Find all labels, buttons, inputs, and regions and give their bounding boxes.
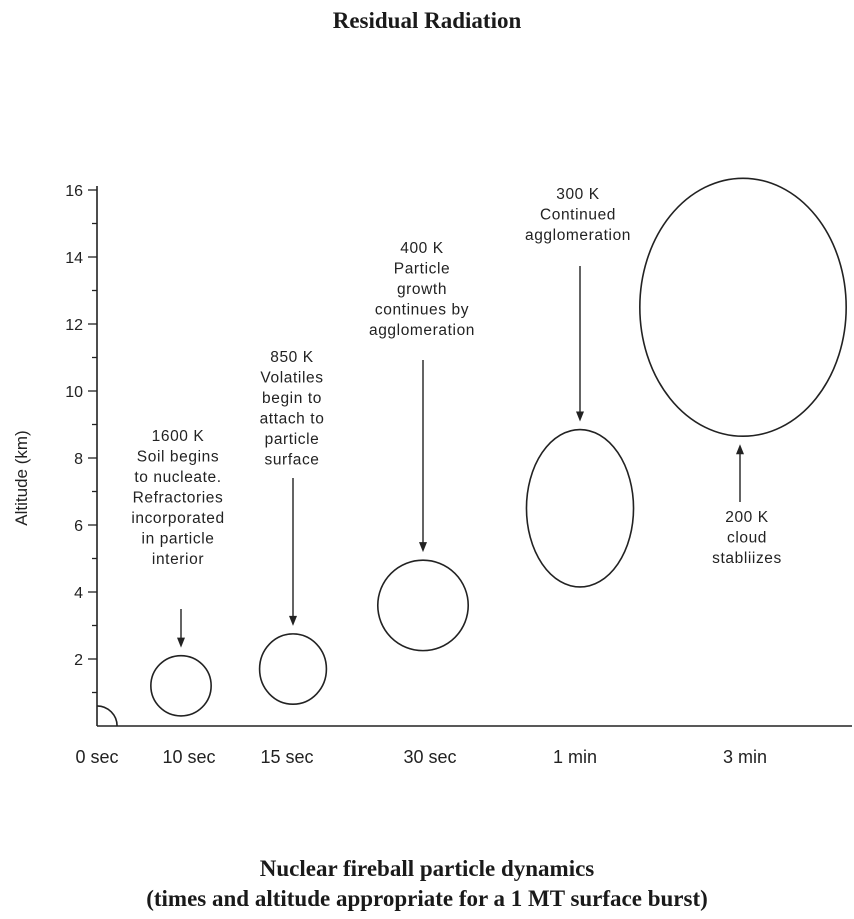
fireball-origin — [96, 705, 118, 727]
note-line: 1600 K — [152, 428, 205, 445]
y-tick-label: 8 — [74, 451, 83, 468]
note-line: 850 K — [270, 349, 314, 366]
note-line: agglomeration — [525, 227, 631, 244]
arrow-head — [576, 411, 584, 422]
y-tick-label: 6 — [74, 518, 83, 535]
note-line: in particle — [142, 531, 215, 548]
y-tick-label: 10 — [65, 384, 83, 401]
time-label: 30 sec — [403, 747, 456, 767]
fireball-cloud — [258, 633, 328, 706]
page-title: Residual Radiation — [332, 8, 522, 33]
arrow-head — [177, 637, 185, 648]
note-line: agglomeration — [369, 322, 475, 339]
y-tick-label: 2 — [74, 652, 83, 669]
note-line: Volatiles — [260, 370, 323, 387]
y-axis-label: Altitude (km) — [12, 430, 31, 525]
note-line: continues by — [375, 302, 469, 319]
note-line: interior — [152, 551, 204, 568]
time-label: 1 min — [553, 747, 597, 767]
stages: 0 sec 10 sec 1600 K Soil begins to nucleate.… — [75, 177, 847, 767]
note-line: 400 K — [400, 240, 444, 257]
y-tick-label: 12 — [65, 317, 83, 334]
time-label: 0 sec — [75, 747, 118, 767]
note-line: stabliizes — [712, 550, 782, 567]
time-label: 10 sec — [162, 747, 215, 767]
note-line: incorporated — [131, 510, 224, 527]
note-line: Particle — [394, 261, 450, 278]
note-line: cloud — [727, 530, 767, 547]
note-line: Continued — [540, 207, 616, 224]
arrow-head — [419, 542, 427, 553]
time-label: 3 min — [723, 747, 767, 767]
y-tick-label: 16 — [65, 183, 83, 200]
arrow-head — [289, 615, 297, 626]
axes: 2 4 6 8 10 12 14 16 Altitude (km) — [12, 183, 852, 727]
note-line: 300 K — [556, 186, 600, 203]
note-line: Refractories — [133, 490, 224, 507]
note-line: begin to — [262, 390, 322, 407]
caption-line-2: (times and altitude appropriate for a 1 … — [146, 886, 708, 911]
arrow-head — [736, 444, 744, 455]
fireball-cloud — [639, 177, 847, 438]
note-line: to nucleate. — [134, 469, 221, 486]
note-line: Soil begins — [137, 449, 219, 466]
y-tick-label: 14 — [65, 250, 83, 267]
note-line: attach to — [260, 411, 325, 428]
note-line: particle — [265, 431, 320, 448]
fireball-cloud — [150, 654, 212, 717]
caption-line-1: Nuclear fireball particle dynamics — [259, 856, 595, 881]
fireball-cloud — [376, 559, 470, 652]
y-tick-label: 4 — [74, 585, 83, 602]
fireball-cloud — [525, 428, 635, 588]
note-line: surface — [264, 452, 319, 469]
note-line: 200 K — [725, 509, 769, 526]
time-label: 15 sec — [260, 747, 313, 767]
note-line: growth — [397, 281, 447, 298]
